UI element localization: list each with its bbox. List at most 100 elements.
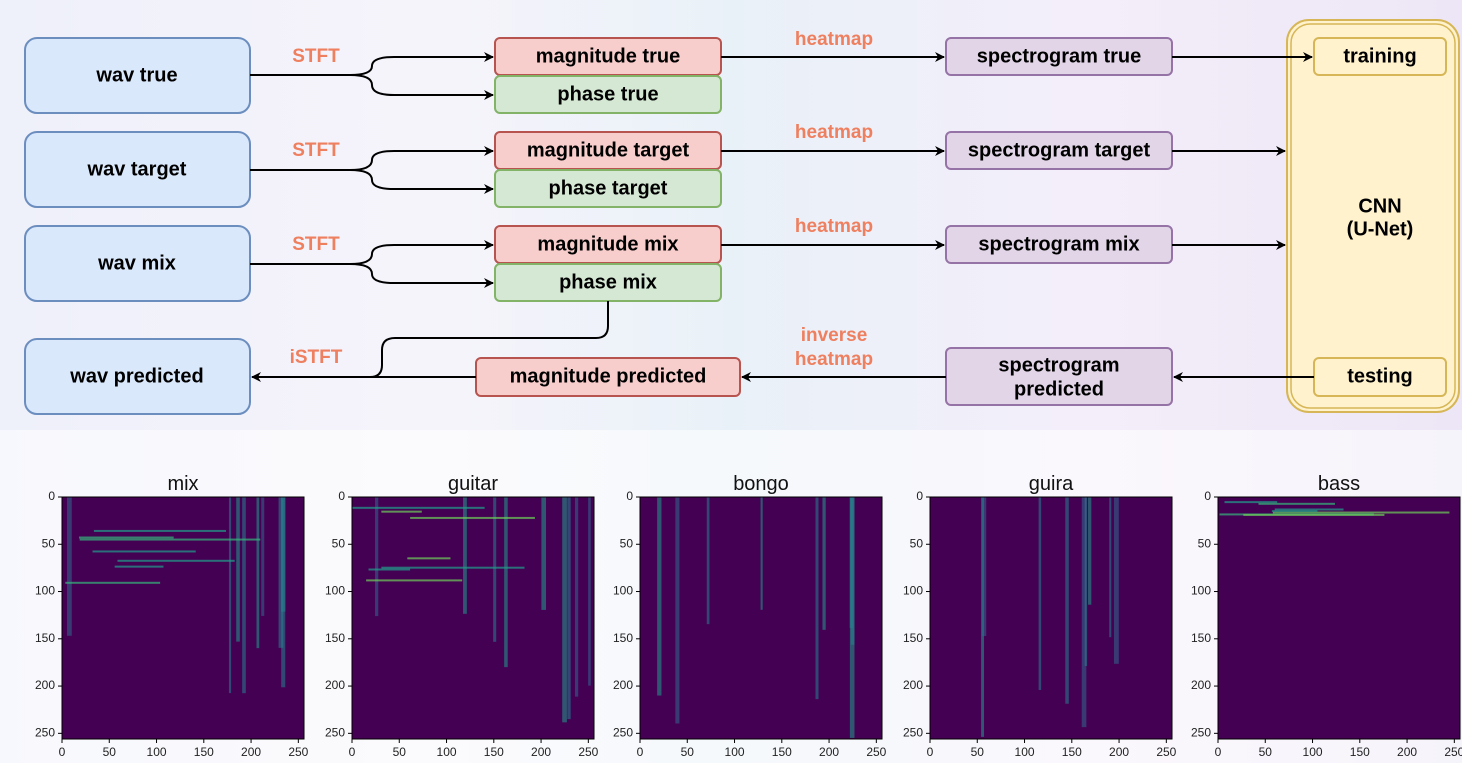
cnn-label: (U-Net) <box>1347 218 1414 240</box>
y-tick-label: 250 <box>613 726 633 740</box>
y-tick-label: 100 <box>903 584 923 598</box>
x-tick-label: 0 <box>637 745 644 759</box>
y-tick-label: 50 <box>910 536 924 550</box>
texture <box>410 517 535 519</box>
node-label: magnitude predicted <box>510 365 707 387</box>
texture <box>352 507 485 509</box>
texture <box>261 497 264 616</box>
y-tick-label: 0 <box>916 489 923 503</box>
y-tick-label: 100 <box>325 584 345 598</box>
texture <box>80 539 261 541</box>
x-tick-label: 150 <box>1350 745 1370 759</box>
x-tick-label: 200 <box>241 745 261 759</box>
x-tick-label: 250 <box>1444 745 1462 759</box>
texture <box>1258 503 1334 505</box>
y-tick-label: 0 <box>48 489 55 503</box>
y-tick-label: 50 <box>332 536 346 550</box>
texture <box>504 497 508 667</box>
texture <box>562 497 567 722</box>
x-tick-label: 100 <box>725 745 745 759</box>
x-tick-label: 150 <box>194 745 214 759</box>
edge-label: iSTFT <box>290 347 343 368</box>
texture <box>1114 497 1119 664</box>
x-tick-label: 100 <box>437 745 457 759</box>
edge-label: STFT <box>292 234 340 255</box>
node-label: wav true <box>95 64 177 86</box>
x-tick-label: 50 <box>681 745 695 759</box>
spectrogram-panels: mix 0 50 100 150 200 250 0 50 100 150 200 250 guitar 0… <box>35 473 1462 759</box>
texture <box>366 579 462 581</box>
y-tick-label: 150 <box>325 631 345 645</box>
panel-title: mix <box>167 473 198 495</box>
node-label: spectrogram target <box>968 139 1151 161</box>
texture <box>567 497 570 719</box>
node-label: wav target <box>87 158 187 180</box>
texture <box>588 497 591 686</box>
panel-title: bongo <box>733 473 789 495</box>
y-tick-label: 200 <box>35 678 55 692</box>
node-label: wav mix <box>97 252 176 274</box>
x-tick-label: 0 <box>59 745 66 759</box>
edge-label: heatmap <box>795 122 873 143</box>
texture <box>1085 497 1087 666</box>
panel-title: guira <box>1029 473 1074 495</box>
panel-title: bass <box>1318 473 1360 495</box>
node-label: wav predicted <box>69 365 203 387</box>
texture <box>79 537 174 539</box>
node-label: phase true <box>557 83 658 105</box>
spectrogram-image <box>930 497 1172 739</box>
x-tick-label: 250 <box>866 745 886 759</box>
x-tick-label: 50 <box>103 745 117 759</box>
texture <box>1039 497 1041 690</box>
texture <box>381 511 421 513</box>
texture <box>65 582 160 584</box>
texture <box>93 550 196 552</box>
texture <box>851 497 855 645</box>
y-tick-label: 200 <box>325 678 345 692</box>
node-label: phase target <box>549 177 668 199</box>
texture <box>982 497 986 636</box>
texture <box>115 566 164 568</box>
panel-title: guitar <box>448 473 498 495</box>
texture <box>1275 508 1344 510</box>
edge-label: heatmap <box>795 349 873 370</box>
texture <box>117 560 234 562</box>
texture <box>375 497 378 616</box>
y-tick-label: 50 <box>42 536 56 550</box>
x-tick-label: 150 <box>1062 745 1082 759</box>
x-tick-label: 200 <box>819 745 839 759</box>
node-label: predicted <box>1014 378 1104 400</box>
texture <box>381 567 524 569</box>
x-tick-label: 200 <box>1109 745 1129 759</box>
texture <box>761 497 763 610</box>
x-tick-label: 250 <box>288 745 308 759</box>
texture <box>94 530 226 532</box>
node-label: phase mix <box>559 271 657 293</box>
cnn-label: CNN <box>1358 195 1401 217</box>
texture <box>369 569 411 571</box>
y-tick-label: 50 <box>620 536 634 550</box>
texture <box>67 497 72 636</box>
x-tick-label: 200 <box>531 745 551 759</box>
edge-label: STFT <box>292 46 340 67</box>
y-tick-label: 0 <box>626 489 633 503</box>
x-tick-label: 50 <box>971 745 985 759</box>
spectrogram-image <box>1218 497 1460 739</box>
texture <box>575 497 578 697</box>
node-label: magnitude true <box>536 45 680 67</box>
node-label: magnitude target <box>527 139 690 161</box>
texture <box>1224 501 1277 503</box>
x-tick-label: 150 <box>772 745 792 759</box>
node-label: spectrogram true <box>977 45 1142 67</box>
y-tick-label: 150 <box>903 631 923 645</box>
x-tick-label: 100 <box>1303 745 1323 759</box>
y-tick-label: 150 <box>613 631 633 645</box>
x-tick-label: 150 <box>484 745 504 759</box>
y-tick-label: 250 <box>903 726 923 740</box>
x-tick-label: 250 <box>1156 745 1176 759</box>
edge-label: inverse <box>801 325 868 346</box>
texture <box>1065 497 1069 704</box>
y-tick-label: 50 <box>1198 536 1212 550</box>
x-tick-label: 0 <box>927 745 934 759</box>
y-tick-label: 100 <box>613 584 633 598</box>
